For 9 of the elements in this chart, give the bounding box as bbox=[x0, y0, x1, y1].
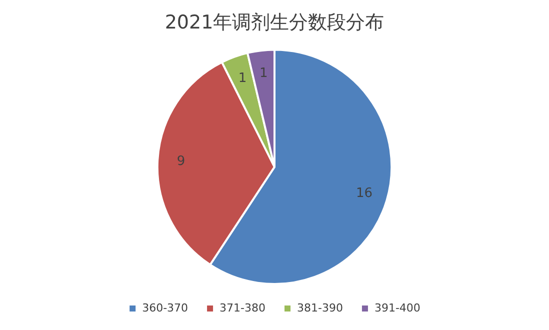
legend-label: 371-380 bbox=[220, 301, 266, 314]
legend-label: 381-390 bbox=[297, 301, 343, 314]
chart-title: 2021年调剂生分数段分布 bbox=[164, 11, 384, 34]
data-label: 16 bbox=[356, 186, 373, 202]
data-label: 1 bbox=[259, 66, 268, 82]
legend-label: 391-400 bbox=[374, 301, 420, 314]
data-label: 1 bbox=[238, 71, 247, 86]
legend-label: 360-370 bbox=[142, 301, 188, 314]
data-label: 9 bbox=[176, 154, 186, 169]
